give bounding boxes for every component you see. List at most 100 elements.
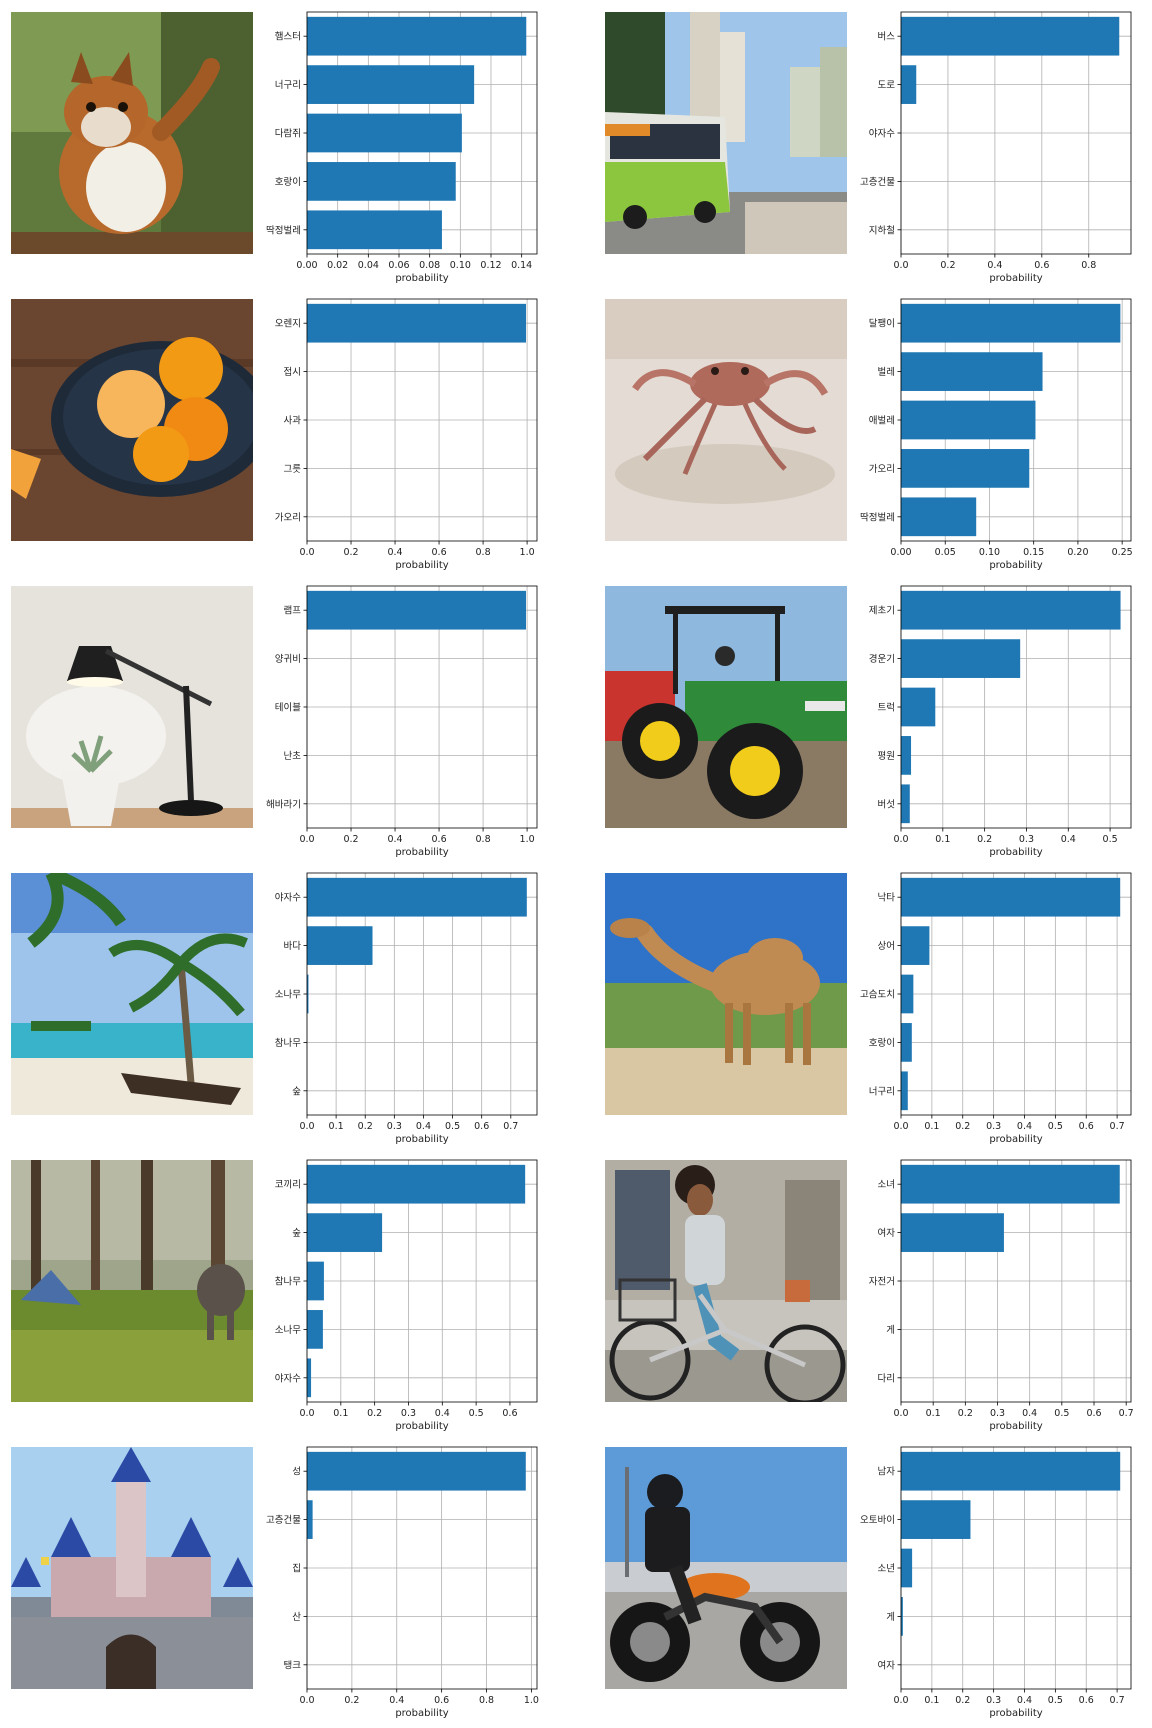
y-tick-label: 벌레 xyxy=(878,367,895,378)
x-tick-label: 0.10 xyxy=(450,260,471,271)
axes-frame xyxy=(306,585,538,829)
y-tick-label: 숲 xyxy=(292,1228,301,1239)
oranges-photo xyxy=(11,299,253,541)
y-tick-label: 자전거 xyxy=(869,1277,895,1288)
x-tick-label: 0.6 xyxy=(502,1408,517,1419)
x-tick-label: 0.5 xyxy=(469,1408,484,1419)
axes-frame xyxy=(900,298,1132,542)
bar xyxy=(901,639,1021,678)
x-tick-label: 0.4 xyxy=(416,1121,431,1132)
x-tick-label: 1.0 xyxy=(520,834,535,845)
x-axis-label: probability xyxy=(989,1134,1042,1145)
x-tick-label: 0.20 xyxy=(1067,547,1088,558)
x-tick-label: 0.2 xyxy=(344,1695,359,1706)
x-tick-label: 0.1 xyxy=(924,1121,939,1132)
x-tick-label: 0.1 xyxy=(926,1408,941,1419)
x-tick-label: 0.1 xyxy=(935,834,950,845)
bar xyxy=(307,65,475,104)
x-tick-label: 0.2 xyxy=(955,1695,970,1706)
lamp-photo xyxy=(11,586,253,828)
y-tick-label: 가오리 xyxy=(275,512,301,523)
x-tick-label: 0.6 xyxy=(1079,1121,1094,1132)
x-tick-label: 0.08 xyxy=(419,260,440,271)
bar xyxy=(901,352,1043,391)
y-tick-label: 램프 xyxy=(284,605,302,617)
y-tick-label: 트럭 xyxy=(878,702,895,714)
y-tick-label: 지하철 xyxy=(869,224,895,236)
y-tick-label: 가오리 xyxy=(869,464,895,475)
y-tick-label: 야자수 xyxy=(869,129,895,140)
x-axis-label: probability xyxy=(395,560,448,571)
y-tick-label: 코끼리 xyxy=(275,1180,301,1191)
x-tick-label: 0.6 xyxy=(434,1695,449,1706)
y-tick-label: 호랑이 xyxy=(869,1037,895,1049)
bar xyxy=(901,400,1036,440)
axes-frame xyxy=(900,1446,1132,1690)
bar xyxy=(307,210,442,250)
y-tick-label: 호랑이 xyxy=(275,176,301,188)
y-tick-label: 여자 xyxy=(878,1659,896,1671)
x-tick-label: 0.8 xyxy=(476,547,491,558)
bar xyxy=(901,1500,971,1539)
x-tick-label: 0.2 xyxy=(343,547,358,558)
axes-frame xyxy=(900,872,1132,1116)
x-tick-label: 0.8 xyxy=(476,834,491,845)
bar xyxy=(901,590,1121,630)
y-tick-label: 접시 xyxy=(284,366,301,378)
y-tick-label: 낙타 xyxy=(878,893,896,904)
x-tick-label: 0.00 xyxy=(296,260,317,271)
x-tick-label: 0.5 xyxy=(1054,1408,1069,1419)
bar xyxy=(307,1310,323,1349)
elephant-forest-photo xyxy=(11,1160,253,1402)
y-tick-label: 게 xyxy=(886,1325,895,1336)
x-tick-label: 0.2 xyxy=(367,1408,382,1419)
x-tick-label: 0.0 xyxy=(299,1695,314,1706)
axes-frame xyxy=(900,585,1132,829)
y-tick-label: 소년 xyxy=(878,1564,895,1575)
x-tick-label: 0.06 xyxy=(388,260,409,271)
x-tick-label: 0.0 xyxy=(893,1121,908,1132)
y-tick-label: 야자수 xyxy=(275,1373,301,1384)
bar xyxy=(901,687,936,727)
y-tick-label: 난초 xyxy=(284,751,302,762)
x-tick-label: 0.0 xyxy=(299,1121,314,1132)
y-tick-label: 딱정벌레 xyxy=(860,512,895,523)
x-tick-label: 0.5 xyxy=(1048,1695,1063,1706)
bar xyxy=(901,497,977,537)
x-tick-label: 0.7 xyxy=(503,1121,518,1132)
x-tick-label: 0.1 xyxy=(329,1121,344,1132)
x-axis-label: probability xyxy=(989,1708,1042,1719)
x-axis-label: probability xyxy=(989,1421,1042,1432)
y-tick-label: 버스 xyxy=(878,32,896,43)
y-tick-label: 소나무 xyxy=(275,990,301,1001)
x-tick-label: 0.0 xyxy=(893,1695,908,1706)
y-tick-label: 다리 xyxy=(878,1373,895,1384)
bar xyxy=(307,974,309,1014)
bar xyxy=(901,926,930,965)
x-axis-label: probability xyxy=(989,273,1042,284)
bar xyxy=(901,1548,913,1588)
x-tick-label: 0.00 xyxy=(890,547,911,558)
y-tick-label: 해바라기 xyxy=(266,798,301,810)
bar xyxy=(307,303,526,343)
y-tick-label: 평원 xyxy=(878,751,895,762)
x-tick-label: 0.4 xyxy=(389,1695,404,1706)
y-tick-label: 바다 xyxy=(284,941,302,952)
tractor-photo xyxy=(605,586,847,828)
x-tick-label: 0.7 xyxy=(1110,1121,1125,1132)
bar xyxy=(901,1164,1120,1204)
y-tick-label: 테이블 xyxy=(275,703,301,714)
castle-photo xyxy=(11,1447,253,1689)
axes-frame xyxy=(306,872,538,1116)
y-tick-label: 집 xyxy=(292,1563,301,1575)
x-tick-label: 0.8 xyxy=(479,1695,494,1706)
girl-bicycle-photo xyxy=(605,1160,847,1402)
x-tick-label: 1.0 xyxy=(520,547,535,558)
y-tick-label: 산 xyxy=(292,1612,301,1623)
y-tick-label: 딱정벌레 xyxy=(266,225,301,236)
